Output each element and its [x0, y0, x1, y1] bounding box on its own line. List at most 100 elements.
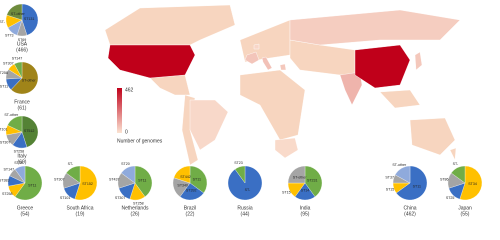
countries	[107, 9, 461, 159]
australia	[409, 117, 456, 156]
legend-bar	[117, 88, 122, 133]
legend-min: 0	[125, 129, 128, 135]
country	[289, 9, 461, 46]
country	[274, 137, 299, 159]
pie-slice	[74, 165, 98, 201]
europe	[239, 19, 291, 63]
slice-label: ST11	[0, 84, 8, 88]
genome-count: (44)	[241, 211, 250, 217]
legend-title: Number of genomes	[117, 138, 163, 144]
slice-label: ST383	[0, 178, 9, 182]
pies: ST131 ST69 ST73 ST- ST-other USA(466) ST-other…	[0, 3, 483, 217]
pie-slice	[134, 165, 153, 197]
slice-label: ST11	[138, 179, 146, 183]
slice-label: ST20	[121, 162, 130, 166]
slice-label: ST307	[115, 196, 126, 200]
genome-count: (61)	[18, 105, 27, 111]
slice-label: ST258	[133, 202, 144, 206]
pie-slice	[21, 115, 39, 148]
slice-label: ST11	[28, 183, 36, 187]
pie-slice	[121, 165, 136, 184]
genome-count: (69)	[18, 159, 27, 165]
central-america	[149, 74, 191, 96]
slice-label: ST147	[12, 57, 23, 61]
genome-count: (95)	[301, 211, 310, 217]
southeast-asia	[379, 89, 421, 109]
slice-label: ST258	[0, 71, 8, 75]
slice-label: ST69	[18, 38, 27, 42]
country-name: France	[14, 99, 30, 105]
country	[107, 44, 196, 79]
country	[354, 44, 411, 89]
pie-slice	[173, 165, 191, 184]
slice-label: ST307	[54, 178, 65, 182]
pie-slice	[394, 165, 411, 184]
slice-label: ST392	[186, 189, 197, 193]
pie-slice	[451, 165, 466, 184]
slice-label: ST442	[180, 175, 191, 179]
slice-label: ST258	[2, 192, 13, 196]
africa	[239, 69, 306, 141]
slice-label: ST340	[177, 183, 188, 187]
genome-count: (55)	[461, 211, 470, 217]
legend-max: 462	[125, 87, 134, 93]
slice-label: ST258	[14, 150, 25, 154]
slice-label: ST15	[282, 190, 291, 194]
pie-slice	[14, 61, 23, 79]
slice-label: ST86	[440, 178, 449, 182]
slice-label: ST-other	[11, 12, 26, 16]
slice-label: ST231	[307, 179, 318, 183]
legend: 462 0 Number of genomes	[117, 87, 163, 144]
slice-label: ST-other	[4, 113, 19, 117]
pie-slice	[66, 165, 81, 184]
slice-label: ST-	[245, 188, 251, 192]
slice-label: ST-	[0, 20, 6, 24]
north-america	[104, 4, 236, 46]
country-name: Netherlands	[122, 205, 149, 211]
country-name: Brazil	[184, 205, 197, 211]
slice-label: ST15	[386, 187, 395, 191]
slice-label: ST131	[24, 17, 35, 21]
genome-count: (54)	[21, 211, 30, 217]
pie-slice	[459, 165, 483, 201]
country	[244, 51, 260, 65]
pie-slice	[304, 165, 323, 197]
middle-asia	[289, 39, 356, 76]
country	[279, 63, 287, 71]
pie-slice	[234, 165, 246, 184]
slice-label: ST11	[413, 184, 421, 188]
slice-label: ST34	[468, 182, 477, 186]
slice-label: ST25	[446, 196, 455, 200]
slice-label: ST307	[0, 141, 10, 145]
genome-count: (22)	[186, 211, 195, 217]
pie-slice	[287, 165, 306, 184]
pie-slice	[6, 3, 23, 21]
slice-label: ST512	[24, 129, 35, 133]
slice-label: ST-	[453, 162, 459, 166]
slice-label: ST437	[109, 178, 120, 182]
genome-count: (466)	[16, 47, 28, 53]
slice-label: ST39	[14, 161, 23, 165]
slice-label: ST152	[82, 182, 93, 186]
pie-slice	[14, 165, 43, 201]
slice-label: ST-other	[392, 163, 407, 167]
slice-label: ST11	[193, 177, 201, 181]
pie-slice	[396, 165, 428, 201]
slice-label: ST14	[301, 189, 310, 193]
country-name: Italy	[17, 153, 27, 159]
slice-label: ST101	[0, 127, 7, 131]
slice-label: ST23	[234, 161, 243, 165]
slice-label: ST-	[68, 162, 74, 166]
pie-slice	[14, 165, 26, 184]
country-name: Russia	[237, 205, 253, 211]
country	[414, 51, 423, 71]
pie-slice	[10, 61, 39, 95]
country-name: Japan	[458, 205, 472, 211]
country-name: China	[403, 205, 416, 211]
genome-count: (462)	[404, 211, 416, 217]
country-name: South Africa	[67, 205, 94, 211]
country-name: India	[300, 205, 311, 211]
slice-label: ST307	[3, 61, 14, 65]
slice-label: ST73	[5, 33, 14, 37]
slice-label: ST101	[60, 196, 71, 200]
